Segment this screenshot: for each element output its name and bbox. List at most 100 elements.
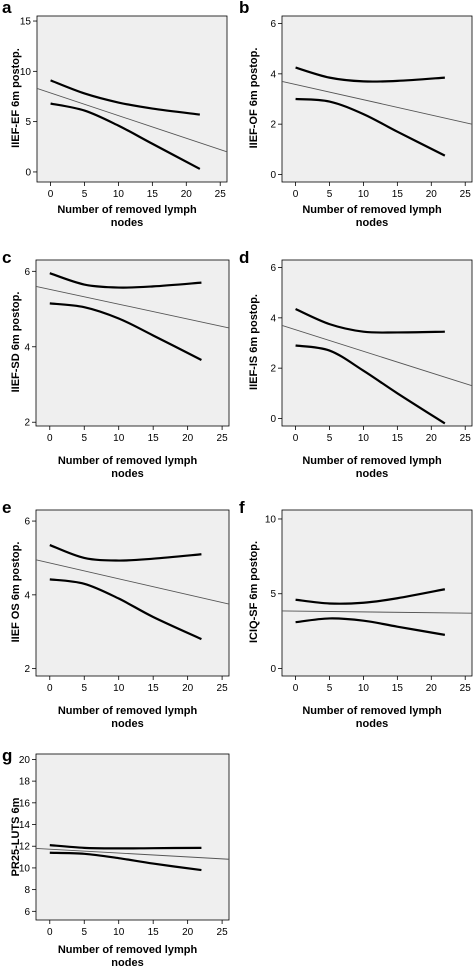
x-tick-label: 0 [293,683,299,694]
x-axis-label-line: nodes [111,468,144,480]
x-axis-label-line: nodes [355,718,389,730]
panel-letter: d [239,248,250,267]
x-tick-label: 10 [113,189,125,200]
x-tick-label: 0 [47,927,53,938]
x-axis-label-line: Number of removed lymph [57,204,197,216]
x-tick-label: 25 [217,927,229,938]
y-axis-label: IIEF-EF 6m postop. [10,48,22,148]
x-tick-label: 10 [358,683,370,694]
plot-area [281,259,473,427]
y-tick-label: 10 [19,863,31,874]
plot-svg: 0 5 10 0 5 10 15 20 25 [265,509,473,694]
x-tick-label: 20 [182,433,194,444]
regression-line [282,80,472,125]
x-tick-label: 25 [217,683,229,694]
plot-svg: 6 8 10 12 14 16 18 20 0 5 10 15 20 25 [19,753,230,938]
regression-line [36,285,229,329]
x-tick-label: 25 [215,189,227,200]
x-axis-label: Number of removed lymph nodes [16,705,239,731]
x-axis-label-line: nodes [110,217,144,229]
lower-ci-curve [49,302,202,361]
x-axis-label-line: nodes [111,957,144,969]
x-tick-label: 20 [181,189,193,200]
x-tick-label: 0 [48,189,54,200]
x-axis-label: Number of removed lymph nodes [262,455,474,481]
regression-line [282,324,472,387]
y-tick-label: 8 [24,885,30,896]
plot-svg: 0 2 4 6 0 5 10 15 20 25 [270,259,473,444]
upper-ci-curve [49,544,202,562]
x-tick-label: 20 [182,927,194,938]
x-tick-label: 10 [358,433,370,444]
regression-line [36,559,229,605]
y-tick-label: 16 [19,798,31,809]
chart-panel-a: 0 5 10 15 0 5 10 15 20 25 a IIEF-EF 6m postop. Numbe… [0,0,237,230]
lower-ci-curve [49,851,202,872]
chart-panel-f: 0 5 10 0 5 10 15 20 25 f ICIQ-SF 6m postop. Number … [237,498,474,730]
x-axis-label-line: Number of removed lymph [302,455,442,467]
upper-ci-curve [50,79,200,116]
y-tick-label: 4 [24,590,30,601]
upper-ci-curve [295,66,445,83]
x-tick-label: 5 [327,683,333,694]
upper-ci-curve [295,588,446,605]
x-axis-label: Number of removed lymph nodes [16,455,239,481]
plot-area [281,509,473,677]
panel-letter: f [239,498,245,517]
x-tick-label: 20 [182,683,194,694]
chart-panel-d: 0 2 4 6 0 5 10 15 20 25 d IIEF-IS 6m postop. Number … [237,248,474,481]
y-tick-label: 14 [19,820,31,831]
y-axis-label: PR25-LUTS 6m [10,797,22,877]
lower-ci-curve [50,102,201,170]
x-axis-label: Number of removed lymph nodes [262,204,474,230]
y-tick-label: 20 [19,755,31,766]
x-tick-label: 0 [47,433,53,444]
y-tick-label: 0 [270,170,276,181]
y-tick-label: 4 [270,69,276,80]
y-axis-label: IIEF OS 6m postop. [10,541,22,643]
panel-letter: b [239,0,250,17]
y-tick-label: 2 [270,120,276,131]
x-tick-label: 10 [358,189,370,200]
x-axis-label-line: Number of removed lymph [57,705,198,717]
lower-ci-curve [49,578,202,641]
x-tick-label: 10 [113,683,125,694]
x-tick-label: 25 [460,189,472,200]
lower-ci-curve [295,617,446,636]
y-tick-label: 2 [24,418,30,429]
lower-ci-curve [295,344,446,425]
x-tick-label: 15 [148,433,160,444]
x-axis-label-line: Number of removed lymph [302,204,442,216]
plot-area [36,15,228,183]
y-tick-label: 5 [25,117,31,128]
x-axis-label-line: nodes [111,718,144,730]
y-tick-label: 10 [20,67,32,78]
x-tick-label: 5 [81,433,87,444]
x-tick-label: 10 [113,433,125,444]
y-tick-label: 5 [270,589,276,600]
y-tick-label: 0 [270,414,276,425]
y-tick-label: 0 [270,664,276,675]
y-tick-label: 2 [270,364,276,375]
y-tick-label: 6 [24,267,30,278]
y-tick-label: 18 [19,777,31,788]
x-tick-label: 15 [392,683,404,694]
y-tick-label: 6 [24,907,30,918]
y-axis-label: IIEF-SD 6m postop. [10,291,22,393]
lower-ci-curve [295,97,446,157]
x-axis-label: Number of removed lymph nodes [16,944,239,970]
chart-panel-e: 2 4 6 0 5 10 15 20 25 e IIEF OS 6m postop. Number o… [0,498,239,731]
y-tick-label: 4 [24,342,30,353]
x-tick-label: 5 [81,927,87,938]
x-tick-label: 5 [81,683,87,694]
panel-letter: a [2,0,12,17]
y-tick-label: 12 [19,842,31,853]
y-axis-label: IIEF-IS 6m postop. [248,294,260,390]
upper-ci-curve [49,844,202,850]
x-axis-label-line: Number of removed lymph [57,944,198,956]
y-axis-label: IIEF-OF 6m postop. [248,47,260,149]
chart-panel-c: 2 4 6 0 5 10 15 20 25 c IIEF-SD 6m postop. Number o… [0,248,239,481]
x-tick-label: 20 [426,433,438,444]
y-tick-label: 15 [20,17,32,28]
x-tick-label: 5 [82,189,88,200]
